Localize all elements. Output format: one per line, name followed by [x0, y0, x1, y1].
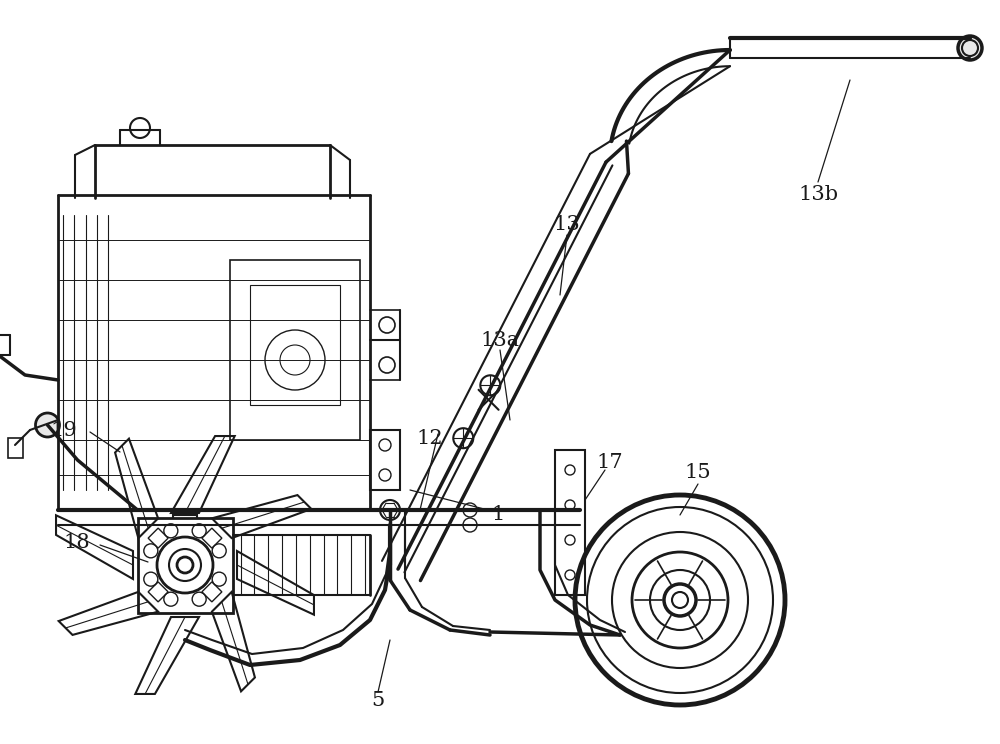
Text: 13b: 13b [798, 185, 838, 205]
Text: 18: 18 [64, 533, 90, 551]
Circle shape [958, 36, 982, 60]
Bar [555, 450, 585, 595]
Circle shape [380, 500, 400, 520]
Text: 13a: 13a [480, 330, 520, 350]
Circle shape [36, 413, 60, 437]
Bar [138, 518, 232, 612]
Text: 19: 19 [51, 420, 77, 440]
Bar [8, 438, 23, 458]
Bar [250, 285, 340, 405]
Bar [230, 260, 360, 440]
Text: 5: 5 [371, 690, 385, 710]
Text: 15: 15 [685, 463, 711, 481]
Text: 17: 17 [597, 452, 623, 472]
Text: 12: 12 [417, 429, 443, 447]
Bar [370, 430, 400, 490]
Text: 13: 13 [554, 216, 580, 234]
Text: 1: 1 [491, 504, 505, 524]
